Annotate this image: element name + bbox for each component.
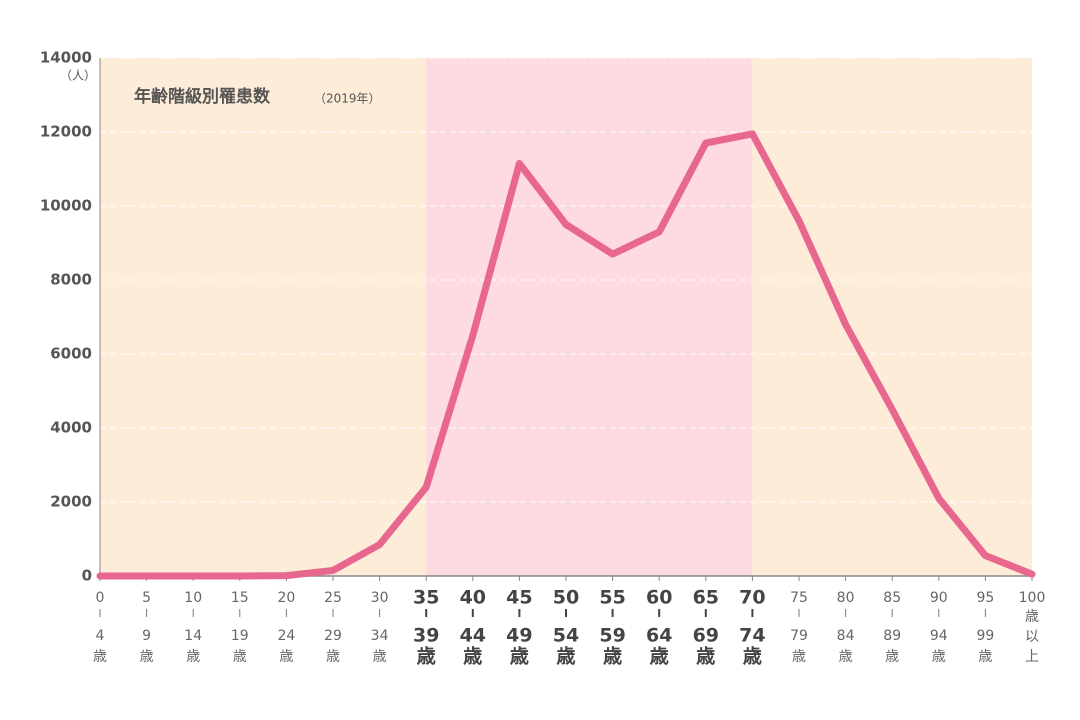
x-tick-label: 74 (739, 625, 765, 647)
x-tick-label: 65 (693, 587, 719, 609)
x-tick-label: 39 (413, 625, 439, 647)
x-tick-label: 90 (930, 590, 948, 606)
x-tick-label: 歳 (1025, 609, 1039, 625)
x-tick-label: 歳 (326, 649, 340, 665)
x-tick-label: 69 (693, 625, 719, 647)
x-tick-label: 64 (646, 625, 672, 647)
x-tick-label: 50 (553, 587, 579, 609)
x-tick-label: 60 (646, 587, 672, 609)
x-tick-label: 歳 (978, 649, 992, 665)
x-tick-label: 34 (371, 628, 389, 644)
x-tick-label: 4 (96, 628, 105, 644)
x-tick-label: 79 (790, 628, 808, 644)
y-tick-label: 14000 (40, 49, 92, 67)
x-tick-label: 歳 (792, 649, 806, 665)
x-tick-label: 以 (1025, 629, 1039, 645)
data-line (96, 130, 1036, 580)
x-tick-label: 29 (324, 628, 342, 644)
chart-subtitle: （2019年） (314, 92, 381, 106)
x-tick-label: 35 (413, 587, 439, 609)
x-tick-label: 歳 (839, 649, 853, 665)
x-tick-label: 歳 (279, 649, 293, 665)
y-tick-label: 4000 (50, 419, 92, 437)
x-tick-label: 75 (790, 590, 808, 606)
x-tick-label: 99 (976, 628, 994, 644)
x-tick-label: 20 (277, 590, 295, 606)
x-tick-label: 歳 (140, 649, 154, 665)
x-tick-label: 30 (371, 590, 389, 606)
x-tick-label: 40 (460, 587, 486, 609)
x-tick-label: 19 (231, 628, 249, 644)
x-tick-label: 25 (324, 590, 342, 606)
x-tick-label: 歳 (743, 646, 762, 668)
x-tick-label: 歳 (696, 646, 715, 668)
x-tick-label: 歳 (463, 646, 482, 668)
y-tick-label: 8000 (50, 271, 92, 289)
x-tick-label: 49 (506, 625, 532, 647)
x-tick-label: 89 (883, 628, 901, 644)
x-tick-label: 24 (277, 628, 295, 644)
x-tick-label: 45 (506, 587, 532, 609)
x-tick-label: 54 (553, 625, 579, 647)
x-tick-label: 歳 (186, 649, 200, 665)
x-tick-label: 歳 (233, 649, 247, 665)
x-tick-label: 0 (96, 590, 105, 606)
x-tick-label: 10 (184, 590, 202, 606)
chart-title: 年齢階級別罹患数 (134, 86, 271, 107)
x-tick-label: 歳 (603, 646, 622, 668)
x-tick-label: 歳 (417, 646, 436, 668)
x-tick-label: 70 (739, 587, 765, 609)
x-tick-label: 上 (1025, 649, 1039, 665)
x-tick-label: 歳 (556, 646, 575, 668)
x-tick-label: 5 (142, 590, 151, 606)
x-tick-label: 歳 (373, 649, 387, 665)
x-tick-label: 14 (184, 628, 202, 644)
x-tick-label: 歳 (650, 646, 669, 668)
x-tick-label: 55 (599, 587, 625, 609)
x-tick-label: 歳 (885, 649, 899, 665)
x-tick-label: 59 (599, 625, 625, 647)
y-tick-label: 0 (82, 567, 92, 585)
y-tick-label: 10000 (40, 197, 92, 215)
x-tick-label: 94 (930, 628, 948, 644)
x-tick-label: 44 (460, 625, 486, 647)
x-tick-label: 85 (883, 590, 901, 606)
x-tick-label: 15 (231, 590, 249, 606)
x-tick-label: 100 (1019, 590, 1046, 606)
x-tick-label: 9 (142, 628, 151, 644)
x-tick-label: 80 (837, 590, 855, 606)
y-unit: （人） (60, 69, 96, 83)
x-tick-label: 歳 (932, 649, 946, 665)
x-tick-label: 歳 (510, 646, 529, 668)
y-tick-label: 2000 (50, 493, 92, 511)
y-tick-label: 6000 (50, 345, 92, 363)
x-tick-label: 84 (837, 628, 855, 644)
y-tick-label: 12000 (40, 123, 92, 141)
x-tick-label: 95 (976, 590, 994, 606)
x-tick-label: 歳 (93, 649, 107, 665)
